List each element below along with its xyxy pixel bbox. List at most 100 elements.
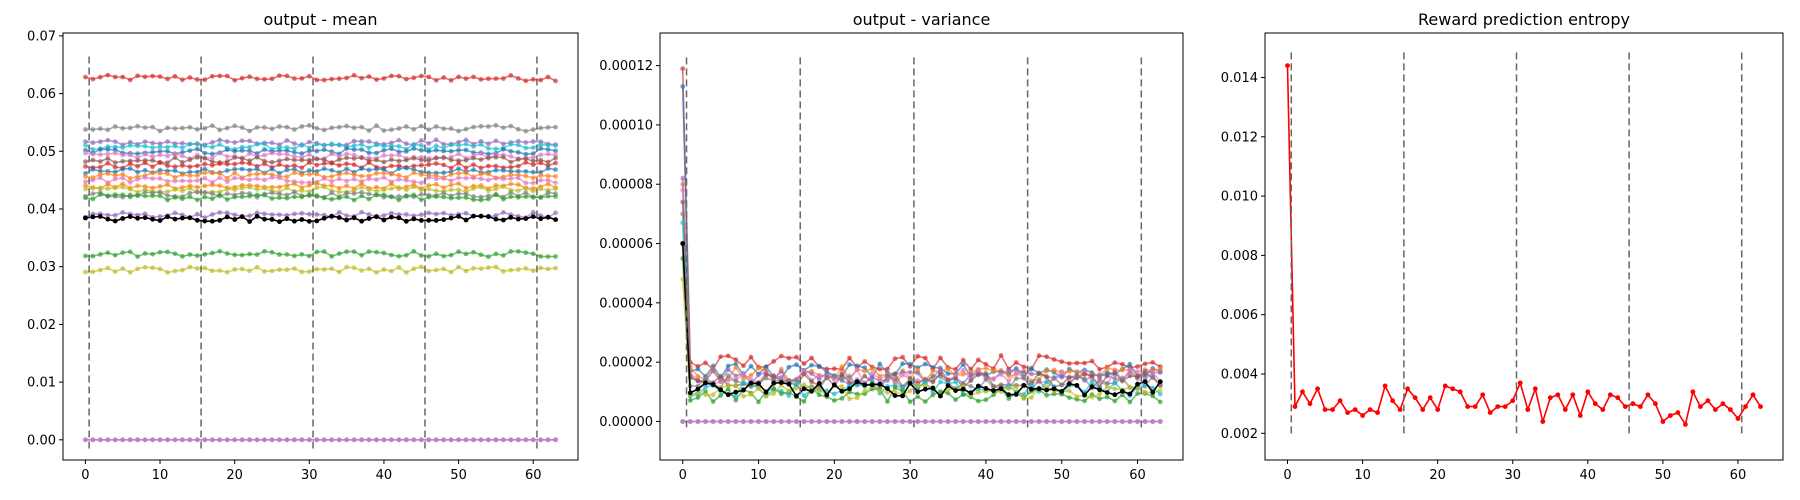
data-point bbox=[545, 266, 551, 272]
data-point bbox=[262, 76, 267, 82]
data-point bbox=[501, 253, 506, 258]
data-point bbox=[1082, 392, 1087, 398]
data-point bbox=[1044, 374, 1049, 380]
data-point bbox=[83, 186, 88, 192]
data-point bbox=[411, 192, 417, 198]
data-point bbox=[351, 152, 357, 158]
data-point bbox=[478, 77, 484, 82]
data-point bbox=[801, 419, 807, 424]
data-point bbox=[292, 170, 297, 176]
data-point bbox=[269, 175, 275, 180]
data-point bbox=[389, 252, 394, 258]
data-point bbox=[90, 177, 96, 183]
data-point bbox=[172, 168, 178, 174]
data-point bbox=[389, 186, 394, 192]
data-point bbox=[538, 160, 544, 166]
data-point bbox=[112, 252, 118, 258]
data-point bbox=[448, 126, 454, 131]
data-point bbox=[456, 166, 461, 172]
data-point bbox=[463, 141, 469, 147]
data-point bbox=[523, 185, 529, 191]
series-points bbox=[680, 419, 1163, 424]
x-tick-label: 50 bbox=[1655, 468, 1672, 483]
x-tick-label: 60 bbox=[525, 468, 542, 483]
data-point bbox=[254, 264, 260, 270]
series-points bbox=[83, 209, 558, 221]
data-point bbox=[486, 146, 491, 151]
data-point bbox=[336, 189, 342, 195]
data-point bbox=[262, 141, 267, 147]
data-point bbox=[1051, 367, 1057, 373]
x-tick-label: 30 bbox=[1504, 468, 1521, 483]
data-point bbox=[523, 190, 529, 195]
data-point bbox=[960, 362, 966, 367]
data-point bbox=[1713, 407, 1718, 412]
data-point bbox=[1300, 389, 1305, 395]
data-point bbox=[478, 123, 484, 129]
data-point bbox=[254, 187, 260, 192]
data-point bbox=[741, 371, 746, 377]
data-point bbox=[748, 363, 754, 369]
data-point bbox=[771, 391, 777, 396]
data-point bbox=[120, 158, 126, 164]
data-point bbox=[314, 193, 320, 199]
data-point bbox=[710, 368, 716, 374]
data-point bbox=[1142, 361, 1148, 367]
data-point bbox=[831, 398, 837, 403]
data-point bbox=[336, 269, 342, 275]
data-point bbox=[877, 366, 883, 372]
data-point bbox=[530, 214, 536, 220]
data-point bbox=[1150, 419, 1156, 424]
data-point bbox=[120, 175, 126, 181]
data-point bbox=[471, 167, 476, 173]
data-point bbox=[314, 171, 320, 177]
data-point bbox=[105, 181, 111, 187]
data-point bbox=[1127, 384, 1133, 390]
data-point bbox=[239, 190, 245, 196]
data-point bbox=[112, 212, 118, 218]
data-point bbox=[1082, 360, 1087, 366]
data-point bbox=[991, 419, 996, 424]
data-point bbox=[418, 138, 424, 143]
data-point bbox=[1044, 387, 1049, 393]
data-point bbox=[839, 364, 845, 369]
data-point bbox=[741, 380, 746, 386]
data-point bbox=[794, 393, 799, 399]
data-point bbox=[157, 170, 163, 176]
data-point bbox=[426, 437, 432, 443]
data-point bbox=[314, 77, 320, 83]
data-point bbox=[314, 156, 320, 162]
data-point bbox=[710, 399, 716, 404]
data-point bbox=[381, 192, 387, 198]
data-point bbox=[150, 73, 156, 79]
data-point bbox=[224, 214, 230, 220]
data-point bbox=[725, 392, 731, 398]
data-point bbox=[553, 217, 558, 223]
series-points bbox=[83, 437, 558, 443]
data-point bbox=[471, 249, 476, 255]
series-line bbox=[85, 124, 556, 132]
data-point bbox=[396, 137, 402, 143]
data-point bbox=[493, 251, 499, 257]
data-point bbox=[321, 161, 327, 166]
data-point bbox=[83, 195, 88, 201]
data-point bbox=[854, 379, 860, 385]
data-point bbox=[733, 365, 739, 370]
data-point bbox=[756, 381, 761, 386]
data-point bbox=[1465, 404, 1471, 409]
data-point bbox=[456, 191, 461, 197]
data-point bbox=[922, 386, 928, 392]
data-point bbox=[1021, 364, 1027, 370]
data-point bbox=[209, 151, 215, 157]
data-point bbox=[277, 73, 282, 78]
data-point bbox=[471, 144, 476, 149]
data-point bbox=[794, 386, 799, 391]
data-point bbox=[314, 437, 320, 443]
y-tick-label: 0.012 bbox=[1221, 130, 1258, 145]
data-point bbox=[530, 268, 536, 274]
data-point bbox=[471, 155, 476, 161]
data-point bbox=[680, 187, 686, 193]
data-point bbox=[847, 419, 852, 424]
data-point bbox=[1743, 404, 1748, 409]
